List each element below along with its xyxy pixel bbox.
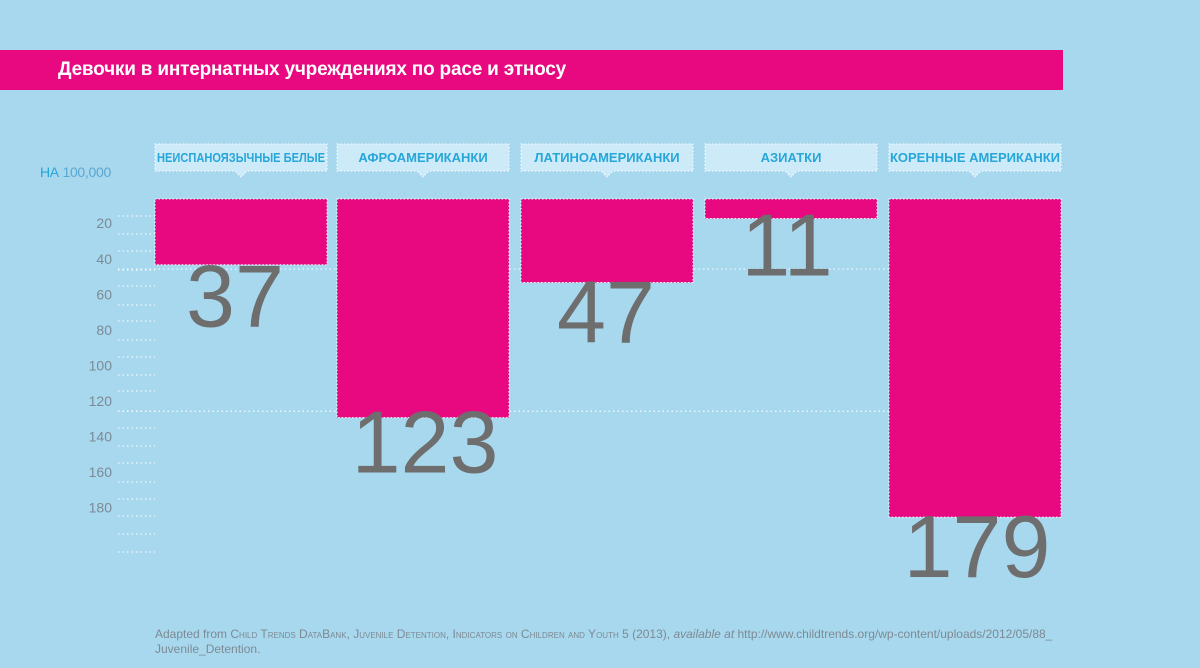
- category-box-2: [520, 143, 694, 178]
- category-label-3: АЗИАТКИ: [761, 150, 822, 165]
- bar-3: [704, 198, 878, 220]
- y-tick-100: 100: [89, 357, 113, 373]
- category-label-4: КОРЕННЫЕ АМЕРИКАНКИ: [890, 150, 1060, 165]
- value-label-1: 123: [352, 393, 499, 492]
- category-box-3: [704, 143, 878, 178]
- category-label-2: ЛАТИНОАМЕРИКАНКИ: [534, 150, 679, 165]
- value-label-3: 11: [741, 196, 832, 295]
- bar-2: [520, 198, 694, 284]
- y-tick-40: 40: [96, 251, 112, 267]
- y-tick-160: 160: [89, 464, 113, 480]
- y-tick-120: 120: [89, 393, 113, 409]
- source-lead: Adapted from: [155, 627, 231, 641]
- y-tick-140: 140: [89, 428, 113, 444]
- chart-title: Девочки в интернатных учреждениях по рас…: [58, 59, 567, 80]
- bar-1: [336, 198, 510, 419]
- source-note: Adapted from Child Trends DataBank, Juve…: [155, 627, 1075, 657]
- unit-label: НА 100,000: [40, 164, 111, 180]
- y-tick-180: 180: [89, 500, 113, 516]
- source-org: Child Trends DataBank, Juvenile Detentio…: [230, 627, 619, 641]
- category-box-0: [154, 143, 328, 178]
- value-label-0: 37: [186, 247, 284, 346]
- source-available: available at: [673, 627, 735, 641]
- source-url-cont: Juvenile_Detention.: [155, 642, 261, 656]
- y-tick-60: 60: [96, 286, 112, 302]
- y-tick-80: 80: [96, 322, 112, 338]
- unit-prefix: НА: [40, 164, 59, 180]
- title-bar: Девочки в интернатных учреждениях по рас…: [0, 50, 1063, 90]
- unit-value: 100,000: [62, 164, 111, 180]
- value-label-4: 179: [904, 497, 1051, 596]
- category-box-4: [888, 143, 1062, 178]
- y-tick-20: 20: [96, 215, 112, 231]
- bar-4: [888, 198, 1062, 518]
- category-box-1: [336, 143, 510, 178]
- category-label-0: НЕИСПАНОЯЗЫЧНЫЕ БЕЛЫЕ: [157, 150, 325, 165]
- source-url: http://www.childtrends.org/wp-content/up…: [734, 627, 1053, 641]
- category-label-1: АФРОАМЕРИКАНКИ: [358, 150, 487, 165]
- bar-0: [154, 198, 328, 266]
- value-label-2: 47: [557, 263, 655, 362]
- source-year: 5 (2013),: [618, 627, 674, 641]
